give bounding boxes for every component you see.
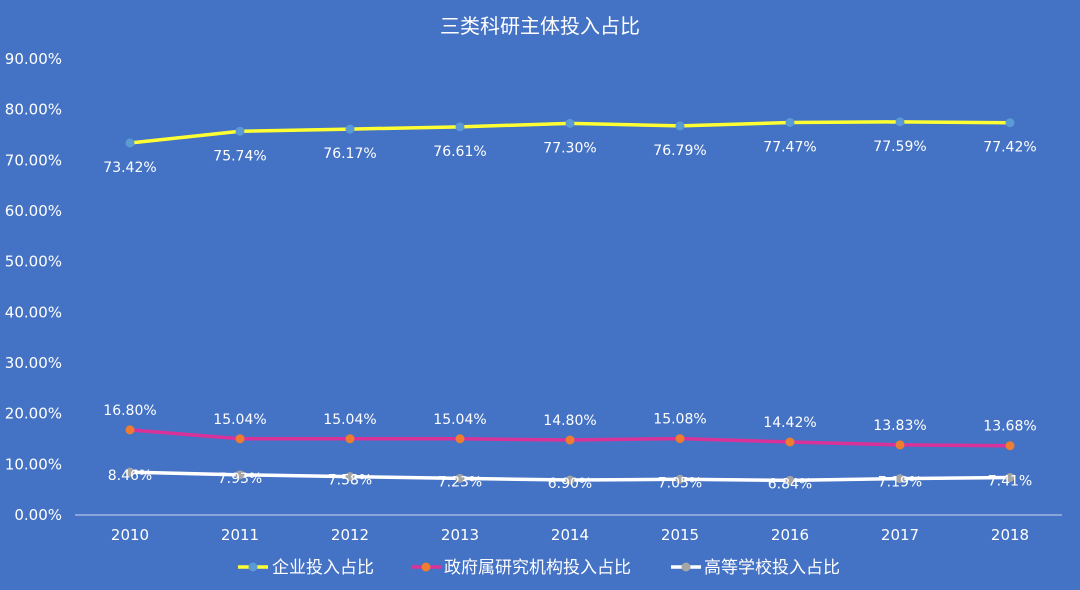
- data-point: [345, 472, 355, 482]
- data-point: [785, 475, 795, 485]
- data-point: [895, 440, 905, 450]
- x-tick-label: 2015: [661, 526, 699, 544]
- legend-marker: [681, 562, 691, 572]
- data-point: [235, 126, 245, 136]
- data-label: 76.61%: [433, 144, 486, 160]
- data-point: [1005, 472, 1015, 482]
- data-point: [125, 425, 135, 435]
- data-label: 73.42%: [103, 160, 156, 176]
- data-label: 13.83%: [873, 418, 926, 434]
- data-point: [785, 117, 795, 127]
- data-point: [455, 434, 465, 444]
- y-tick-label: 90.00%: [5, 50, 62, 68]
- data-label: 14.80%: [543, 413, 596, 429]
- y-axis: 0.00% 10.00% 20.00% 30.00% 40.00% 50.00% 60.00…: [5, 50, 62, 524]
- data-label: 6.90%: [548, 476, 592, 492]
- data-point: [455, 122, 465, 132]
- series-layer: 73.42% 75.74% 76.17% 76.61% 77.30% 76.79% 77.4…: [103, 117, 1037, 492]
- data-point: [235, 470, 245, 480]
- x-tick-label: 2013: [441, 526, 479, 544]
- y-tick-label: 80.00%: [5, 101, 62, 119]
- data-label: 8.46%: [108, 468, 152, 484]
- data-label: 6.84%: [768, 476, 812, 492]
- data-point: [675, 474, 685, 484]
- x-tick-label: 2017: [881, 526, 919, 544]
- data-point: [1005, 118, 1015, 128]
- legend-label: 政府属研究机构投入占比: [444, 558, 631, 578]
- y-tick-label: 60.00%: [5, 202, 62, 220]
- data-point: [125, 138, 135, 148]
- y-tick-label: 70.00%: [5, 151, 62, 169]
- x-tick-label: 2011: [221, 526, 259, 544]
- data-point: [235, 434, 245, 444]
- series-2: 8.46% 7.93% 7.58% 7.23% 6.90% 7.05% 6.84% 7.19%…: [108, 467, 1032, 492]
- chart-title: 三类科研主体投入占比: [440, 14, 640, 38]
- legend-label: 企业投入占比: [272, 558, 374, 578]
- data-label: 76.79%: [653, 143, 706, 159]
- data-label: 15.04%: [323, 412, 376, 428]
- data-point: [675, 434, 685, 444]
- data-label: 15.08%: [653, 412, 706, 428]
- y-tick-label: 50.00%: [5, 253, 62, 271]
- data-label: 7.19%: [878, 475, 922, 491]
- x-tick-label: 2014: [551, 526, 589, 544]
- legend-item: 企业投入占比: [238, 558, 374, 578]
- legend-item: 高等学校投入占比: [671, 558, 840, 578]
- legend-marker: [248, 562, 258, 572]
- legend-label: 高等学校投入占比: [704, 558, 840, 578]
- x-tick-label: 2018: [991, 526, 1029, 544]
- data-point: [565, 118, 575, 128]
- y-tick-label: 0.00%: [14, 506, 62, 524]
- data-point: [455, 473, 465, 483]
- data-label: 16.80%: [103, 403, 156, 419]
- x-tick-label: 2010: [111, 526, 149, 544]
- y-tick-label: 40.00%: [5, 303, 62, 321]
- series-1: 16.80% 15.04% 15.04% 15.04% 14.80% 15.08% 14.4…: [103, 403, 1037, 451]
- data-point: [345, 434, 355, 444]
- data-point: [895, 117, 905, 127]
- data-label: 77.42%: [983, 140, 1036, 156]
- data-point: [1005, 441, 1015, 451]
- data-label: 77.30%: [543, 140, 596, 156]
- data-point: [675, 121, 685, 131]
- data-label: 7.05%: [658, 475, 702, 491]
- data-label: 15.04%: [213, 412, 266, 428]
- legend: 企业投入占比 政府属研究机构投入占比 高等学校投入占比: [238, 558, 840, 578]
- data-label: 7.93%: [218, 471, 262, 487]
- x-axis: 2010 2011 2012 2013 2014 2015 2016 2017 2018: [75, 514, 1062, 544]
- data-label: 7.23%: [438, 474, 482, 490]
- y-tick-label: 20.00%: [5, 405, 62, 423]
- data-label: 77.59%: [873, 139, 926, 155]
- data-point: [895, 474, 905, 484]
- x-tick-label: 2012: [331, 526, 369, 544]
- legend-marker: [421, 562, 431, 572]
- y-tick-label: 10.00%: [5, 455, 62, 473]
- data-label: 7.58%: [328, 473, 372, 489]
- data-label: 77.47%: [763, 139, 816, 155]
- data-point: [565, 475, 575, 485]
- data-label: 15.04%: [433, 412, 486, 428]
- data-point: [565, 435, 575, 445]
- series-0: 73.42% 75.74% 76.17% 76.61% 77.30% 76.79% 77.4…: [103, 117, 1037, 176]
- data-label: 75.74%: [213, 148, 266, 164]
- data-label: 14.42%: [763, 415, 816, 431]
- data-label: 7.41%: [988, 473, 1032, 489]
- legend-item: 政府属研究机构投入占比: [411, 558, 631, 578]
- x-tick-label: 2016: [771, 526, 809, 544]
- data-point: [125, 467, 135, 477]
- data-label: 13.68%: [983, 419, 1036, 435]
- data-point: [785, 437, 795, 447]
- y-tick-label: 30.00%: [5, 354, 62, 372]
- data-label: 76.17%: [323, 146, 376, 162]
- data-point: [345, 124, 355, 134]
